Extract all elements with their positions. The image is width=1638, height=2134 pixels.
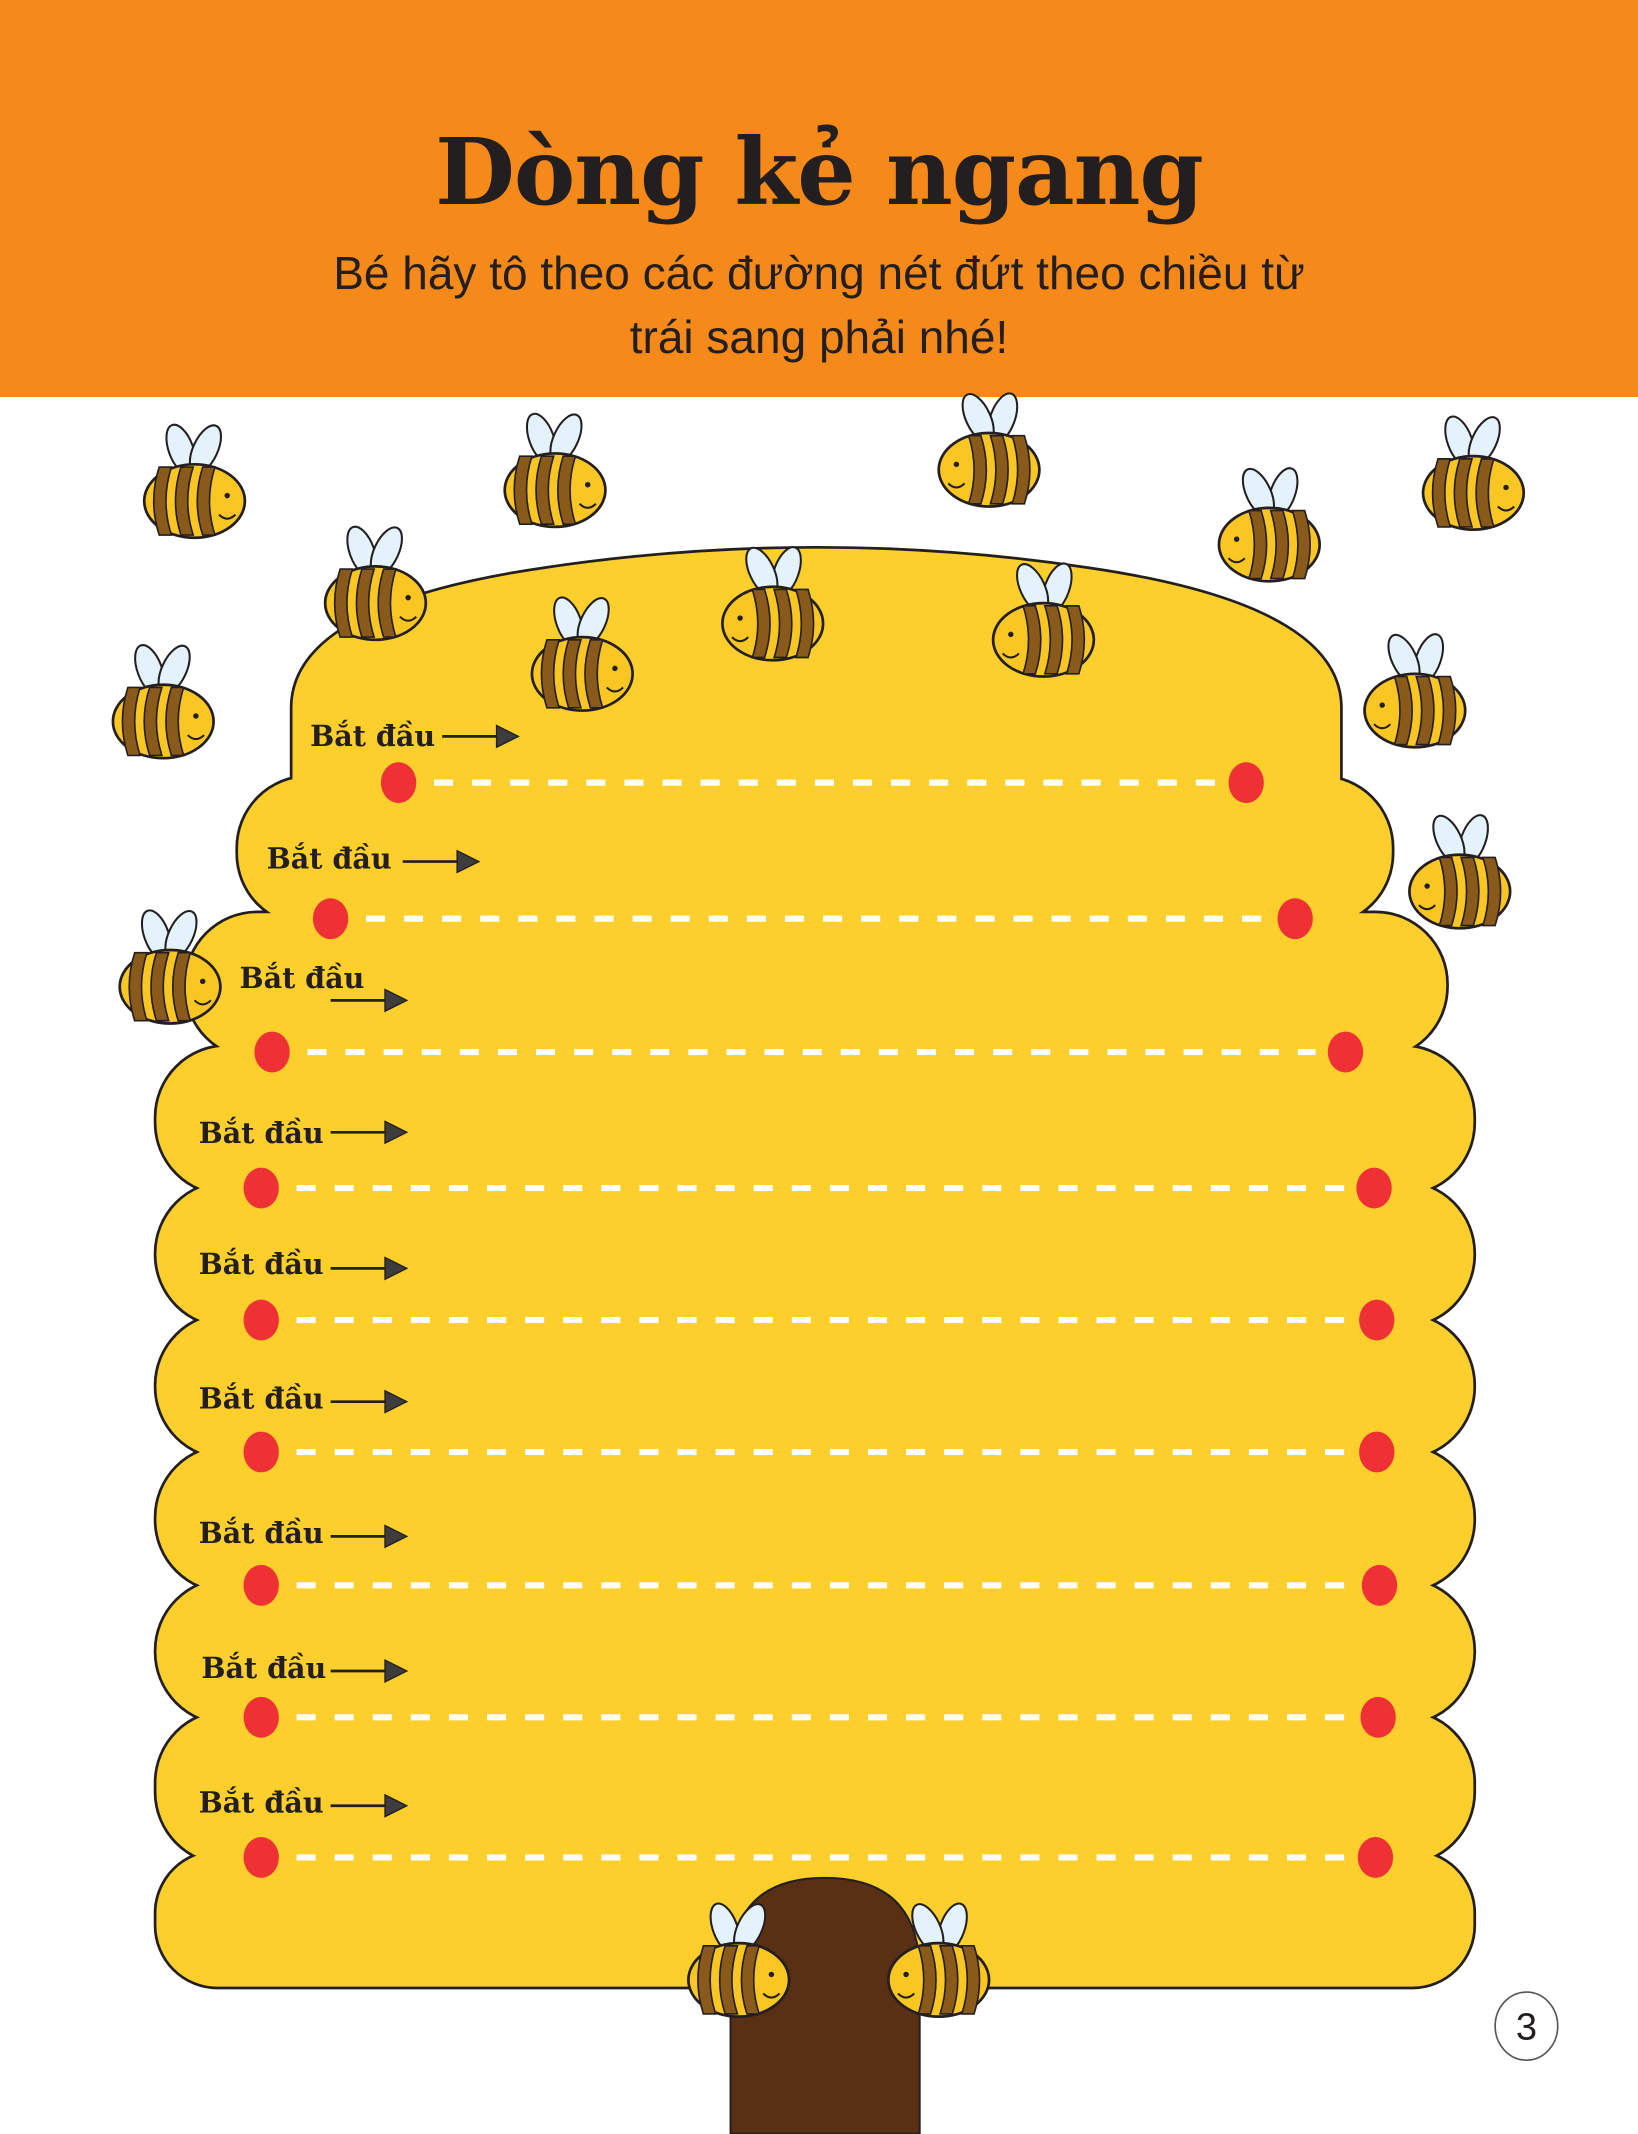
start-label: Bắt đầu (239, 961, 364, 995)
arrow-right-icon (442, 724, 520, 749)
hive-tier (156, 1046, 1474, 1194)
bee-icon (887, 1902, 991, 2018)
hive-tier (156, 1711, 1474, 1863)
arrow-right-icon (330, 1256, 409, 1281)
bee-icon (503, 412, 607, 529)
bee-icon (1217, 467, 1322, 583)
end-dot (1327, 1031, 1364, 1073)
arrow-right-icon (330, 1659, 409, 1684)
end-dot (1277, 898, 1313, 940)
hive-tier (186, 913, 1447, 1058)
instruction-line-1: Bé hãy tô theo các đường nét đứt theo ch… (333, 247, 1305, 299)
bees (111, 392, 1526, 2018)
start-label: Bắt đầu (199, 1381, 324, 1415)
page-number: 3 (1516, 2007, 1537, 2049)
arrow-right-icon (330, 1120, 409, 1145)
header-banner: Dòng kẻ ngang Bé hãy tô theo các đường n… (0, 0, 1638, 397)
page-title: Dòng kẻ ngang (435, 118, 1204, 226)
bee-icon (111, 644, 215, 760)
start-label: Bắt đầu (201, 1651, 326, 1685)
bee-icon (937, 392, 1041, 508)
end-dot (1359, 1431, 1395, 1473)
start-dot (243, 1299, 279, 1341)
arrow-right-icon (330, 1389, 409, 1414)
tracing-row: Bắt đầu (201, 1651, 1396, 1738)
start-dot (243, 1837, 279, 1878)
end-dot (1228, 762, 1264, 804)
bee-icon (118, 909, 222, 1025)
end-dot (1359, 1299, 1395, 1341)
hive-tier (156, 1314, 1474, 1458)
start-dot (243, 1431, 279, 1473)
hive-tier (156, 1579, 1474, 1723)
tracing-row: Bắt đầu (199, 1116, 1392, 1209)
bee-icon (323, 525, 428, 642)
arrow-right-icon (330, 1793, 409, 1818)
start-label: Bắt đầu (199, 1247, 324, 1281)
bee-icon (687, 1902, 791, 2018)
tracing-row: Bắt đầu (199, 1381, 1395, 1473)
start-dot (243, 1167, 279, 1209)
hive-tier (156, 1446, 1474, 1591)
tracing-row: Bắt đầu (199, 1786, 1394, 1878)
instruction-line-2: trái sang phải nhé! (629, 311, 1009, 363)
bee-icon (1421, 415, 1526, 531)
bee-icon (142, 423, 247, 540)
start-label: Bắt đầu (199, 1786, 324, 1820)
arrow-right-icon (402, 849, 481, 874)
bee-icon (1363, 633, 1467, 749)
start-label: Bắt đầu (267, 841, 392, 875)
bee-icon (721, 546, 825, 662)
bee-icon (1408, 814, 1512, 930)
hive-tier (238, 777, 1392, 925)
bee-icon (530, 596, 634, 712)
start-dot (312, 898, 349, 940)
arrow-right-icon (330, 988, 409, 1013)
bee-icon (991, 562, 1096, 678)
start-label: Bắt đầu (199, 1516, 324, 1550)
tracing-row: Bắt đầu (199, 1516, 1398, 1606)
arrow-right-icon (330, 1524, 409, 1549)
end-dot (1360, 1696, 1396, 1738)
end-dot (1357, 1837, 1394, 1878)
tracing-row: Bắt đầu (199, 1247, 1395, 1341)
start-dot (254, 1031, 290, 1073)
tracing-row: Bắt đầu (239, 961, 1364, 1073)
start-label: Bắt đầu (199, 1116, 324, 1150)
beehive-body (156, 548, 1474, 1987)
tracing-rows: Bắt đầu Bắt đầu Bắt đầu Bắt đầu Bắt đầu Bắt đ… (199, 719, 1398, 1878)
page-number-badge: 3 (1494, 1991, 1559, 2061)
start-dot (243, 1564, 279, 1606)
start-dot (380, 762, 417, 804)
tracing-row: Bắt đầu (267, 841, 1313, 940)
hive-tier (156, 1182, 1474, 1326)
start-dot (243, 1696, 279, 1738)
start-label: Bắt đầu (310, 719, 435, 753)
end-dot (1361, 1564, 1398, 1606)
end-dot (1356, 1167, 1392, 1209)
tracing-row: Bắt đầu (310, 719, 1264, 804)
